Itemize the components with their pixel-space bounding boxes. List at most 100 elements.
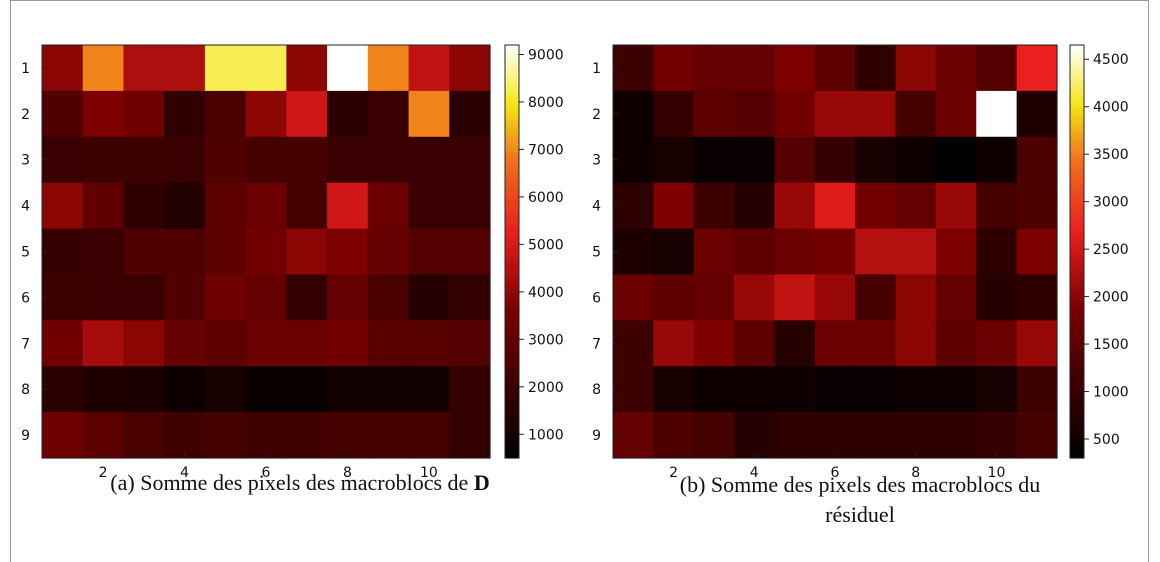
- heatmap-a-cell: [408, 228, 450, 276]
- heatmap-b-cell: [734, 90, 776, 138]
- heatmap-a-cell: [123, 412, 165, 459]
- colorbar-a-segment: [505, 75, 519, 81]
- colorbar-b-segment: [1070, 396, 1084, 401]
- colorbar-a-segment: [505, 406, 519, 411]
- heatmap-b-cell: [976, 320, 1018, 367]
- heatmap-b-cell: [1016, 90, 1058, 138]
- colorbar-b-segment: [1070, 251, 1084, 256]
- colorbar-a-segment: [505, 399, 519, 404]
- heatmap-a-ytick-label: 2: [21, 107, 30, 123]
- colorbar-a-segment: [505, 182, 519, 187]
- heatmap-b-cell: [976, 90, 1018, 138]
- heatmap-b-cell: [895, 366, 937, 413]
- colorbar-b-segment: [1070, 51, 1084, 56]
- heatmap-a-cell: [82, 320, 125, 367]
- colorbar-a-segment: [505, 148, 519, 153]
- colorbar-b-tick-label: 4500: [1093, 52, 1129, 68]
- heatmap-b-cell: [774, 274, 816, 321]
- colorbar-b-segment: [1070, 385, 1084, 390]
- colorbar-b-segment: [1070, 268, 1084, 273]
- colorbar-b-segment: [1070, 134, 1084, 139]
- colorbar-b-segment: [1070, 106, 1084, 111]
- colorbar-b-segment: [1070, 423, 1084, 428]
- colorbar-a-segment: [505, 210, 519, 215]
- heatmap-a-cell: [327, 412, 369, 459]
- heatmap-b-cell: [734, 320, 776, 367]
- colorbar-a-segment: [505, 192, 519, 198]
- colorbar-b-tick-label: 4000: [1093, 100, 1129, 116]
- colorbar-b-segment: [1070, 103, 1084, 108]
- colorbar-b-segment: [1070, 303, 1084, 308]
- heatmap-b-cell: [935, 228, 977, 276]
- heatmap-a-cell: [42, 274, 84, 321]
- heatmap-a-cell: [164, 320, 206, 367]
- colorbar-a-segment: [505, 299, 519, 304]
- colorbar-a-segment: [505, 189, 519, 194]
- colorbar-a-segment: [505, 213, 519, 218]
- heatmap-b-cell: [1016, 182, 1058, 230]
- heatmap-a-ytick-label: 5: [21, 245, 30, 261]
- colorbar-a-segment: [505, 58, 519, 63]
- heatmap-a-cell: [449, 274, 491, 321]
- heatmap-a-cell: [164, 136, 206, 184]
- colorbar-b-segment: [1070, 65, 1084, 70]
- heatmap-b-cell: [774, 366, 816, 413]
- colorbar-a-segment: [505, 137, 519, 142]
- colorbar-b-segment: [1070, 433, 1084, 438]
- heatmap-b-cell: [976, 45, 1018, 92]
- colorbar-a-tick-label: 9000: [528, 47, 564, 63]
- colorbar-a-segment: [505, 124, 519, 129]
- heatmap-a-cell: [367, 274, 410, 321]
- colorbar-b-segment: [1070, 296, 1084, 301]
- heatmap-a-cell: [123, 90, 165, 138]
- colorbar-b-segment: [1070, 75, 1084, 81]
- heatmap-a-cell: [204, 366, 247, 413]
- colorbar-a-segment: [505, 172, 519, 177]
- heatmap-a-cell: [286, 320, 328, 367]
- colorbar-b-segment: [1070, 310, 1084, 315]
- colorbar-b-segment: [1070, 440, 1084, 445]
- colorbar-a-tick-label: 4000: [528, 285, 564, 301]
- heatmap-b-cell: [895, 320, 937, 367]
- heatmap-a-cell: [123, 182, 165, 230]
- colorbar-b-segment: [1070, 137, 1084, 142]
- colorbar-b-segment: [1070, 258, 1084, 263]
- colorbar-a-segment: [505, 244, 519, 249]
- heatmap-b-cell: [895, 136, 937, 184]
- heatmap-a-cell: [286, 90, 328, 138]
- heatmap-a-cell: [408, 182, 450, 230]
- heatmap-b-ytick-label: 5: [592, 245, 601, 261]
- colorbar-b-segment: [1070, 382, 1084, 387]
- colorbar-a-segment: [505, 385, 519, 390]
- colorbar-a-segment: [505, 268, 519, 273]
- colorbar-b-segment: [1070, 358, 1084, 363]
- heatmap-b-cell: [653, 366, 695, 413]
- colorbar-b-segment: [1070, 437, 1084, 442]
- heatmap-a-xtick-label: 8: [343, 465, 352, 481]
- heatmap-b-cell: [976, 228, 1018, 276]
- colorbar-b-segment: [1070, 389, 1084, 394]
- colorbar-a-segment: [505, 323, 519, 328]
- heatmap-b-cell: [693, 228, 735, 276]
- heatmap-b-cell: [613, 136, 654, 184]
- heatmap-a-cell: [123, 366, 165, 413]
- heatmap-a-xtick-label: 4: [180, 465, 189, 481]
- heatmap-b-xtick-label: 10: [988, 465, 1006, 481]
- heatmap-b-cell: [734, 182, 776, 230]
- heatmap-b-cell: [814, 45, 856, 92]
- caption-a: (a) Somme des pixels des macroblocs de D: [40, 470, 560, 496]
- heatmap-b-cell: [693, 412, 735, 459]
- heatmap-b-cell: [976, 182, 1018, 230]
- colorbar-b-segment: [1070, 79, 1084, 84]
- heatmap-b-cell: [935, 320, 977, 367]
- heatmap-a-cell: [327, 320, 369, 367]
- heatmap-b-cell: [693, 320, 735, 367]
- colorbar-a-segment: [505, 371, 519, 376]
- colorbar-a-segment: [505, 275, 519, 280]
- colorbar-a-segment: [505, 368, 519, 373]
- colorbar-b-segment: [1070, 89, 1084, 94]
- heatmap-a-ytick-label: 9: [21, 428, 30, 444]
- colorbar-b-segment: [1070, 58, 1084, 63]
- heatmap-a-cell: [367, 136, 410, 184]
- heatmap-b-cell: [774, 412, 816, 459]
